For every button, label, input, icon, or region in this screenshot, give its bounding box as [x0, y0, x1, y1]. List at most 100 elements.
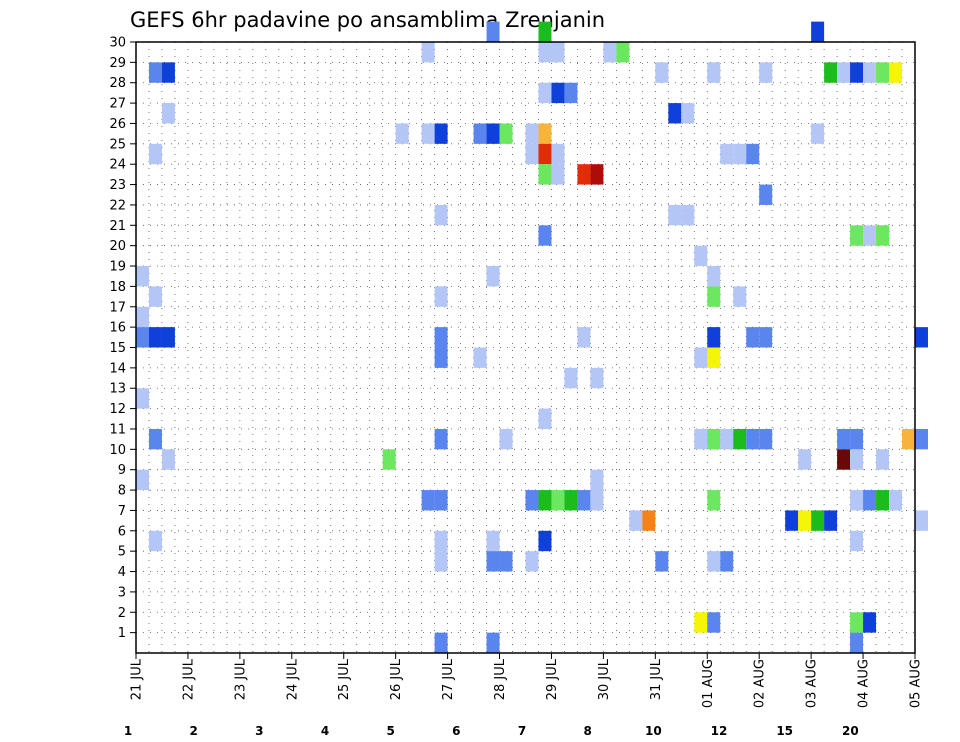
heatmap-cell — [733, 143, 747, 165]
x-tick-label: 26 JUL — [389, 658, 404, 700]
y-tick-label: 22 — [109, 198, 126, 213]
heatmap-cell — [434, 551, 448, 572]
heatmap-cell — [538, 42, 552, 63]
heatmap-cell — [668, 204, 682, 226]
x-tick-label: 27 JUL — [441, 658, 456, 700]
heatmap-cell — [707, 551, 721, 572]
heatmap-cell — [148, 428, 162, 450]
x-tick-label: 30 JUL — [597, 658, 612, 700]
heatmap-cell — [850, 632, 864, 653]
heatmap-cell — [473, 123, 487, 144]
heatmap-cell — [551, 82, 565, 104]
heatmap-cell — [876, 62, 890, 83]
heatmap-cell — [694, 347, 708, 368]
heatmap-cell — [136, 327, 149, 348]
heatmap-cell — [720, 143, 734, 165]
y-tick-label: 21 — [109, 219, 126, 234]
heatmap-cell — [694, 428, 708, 450]
heatmap-cell — [824, 510, 838, 531]
heatmap-cell — [694, 612, 708, 633]
heatmap-cell — [538, 143, 552, 165]
y-tick-label: 18 — [109, 280, 126, 295]
heatmap-cell — [161, 103, 175, 124]
heatmap-cell — [655, 62, 669, 83]
heatmap-cell — [902, 428, 915, 450]
heatmap-cell — [811, 510, 825, 531]
heatmap-cell — [538, 490, 552, 511]
y-tick-label: 14 — [109, 361, 126, 376]
y-tick-label: 5 — [118, 545, 126, 560]
heatmap-cell — [876, 225, 890, 246]
x-tick-label: 23 JUL — [233, 658, 248, 700]
heatmap-cell — [850, 449, 864, 470]
heatmap-cell — [421, 42, 435, 63]
heatmap-cell — [837, 449, 851, 470]
heatmap-cell — [707, 347, 721, 368]
heatmap-cell — [876, 490, 890, 511]
heatmap-cell — [694, 245, 708, 267]
heatmap-cell — [395, 123, 409, 144]
heatmap-cell — [148, 530, 162, 552]
legend-label: 5 — [386, 724, 394, 738]
heatmap-cell — [707, 612, 721, 633]
heatmap-cell — [421, 490, 435, 511]
heatmap-cell — [720, 551, 734, 572]
heatmap-cell — [642, 510, 656, 531]
heatmap-cell — [161, 449, 175, 470]
y-tick-label: 20 — [109, 239, 126, 254]
heatmap-cells — [136, 21, 928, 653]
heatmap-cell — [434, 123, 448, 144]
heatmap-cell — [148, 286, 162, 307]
heatmap-cell — [538, 123, 552, 144]
heatmap-cell — [434, 286, 448, 307]
x-tick-label: 05 AUG — [909, 659, 924, 708]
y-tick-label: 3 — [118, 585, 126, 600]
x-tick-label: 24 JUL — [285, 658, 300, 700]
y-tick-label: 26 — [109, 117, 126, 132]
legend-label: 10 — [645, 724, 662, 738]
heatmap-cell — [148, 143, 162, 165]
heatmap-cell — [681, 204, 695, 226]
legend-label: 6 — [452, 724, 460, 738]
heatmap-cell — [798, 449, 812, 470]
heatmap-cell — [863, 62, 877, 83]
y-tick-label: 9 — [118, 463, 126, 478]
y-axis: 1234567891011121314151617181920212223242… — [109, 36, 136, 641]
heatmap-cell — [136, 306, 149, 328]
legend-label: 2 — [189, 724, 197, 738]
heatmap-cell — [915, 428, 928, 450]
y-tick-label: 27 — [109, 97, 126, 112]
heatmap-cell — [811, 123, 825, 144]
y-tick-label: 10 — [109, 443, 126, 458]
heatmap-cell — [486, 632, 500, 653]
heatmap-cell — [590, 490, 604, 511]
heatmap-cell — [434, 530, 448, 552]
heatmap-cell — [746, 143, 760, 165]
heatmap-cell — [486, 21, 500, 42]
x-tick-label: 28 JUL — [493, 658, 508, 700]
heatmap-cell — [148, 327, 162, 348]
heatmap-cell — [486, 551, 500, 572]
heatmap-cell — [889, 490, 903, 511]
heatmap-cell — [564, 82, 578, 104]
heatmap-cell — [564, 367, 578, 389]
y-tick-label: 4 — [118, 565, 126, 580]
legend-label: 1 — [124, 724, 132, 738]
heatmap-cell — [785, 510, 799, 531]
x-tick-label: 21 JUL — [130, 658, 145, 700]
heatmap-cell — [434, 428, 448, 450]
heatmap-cell — [850, 490, 864, 511]
heatmap-cell — [681, 103, 695, 124]
heatmap-cell — [525, 490, 539, 511]
heatmap-cell — [551, 164, 565, 185]
heatmap-cell — [707, 327, 721, 348]
legend-label: 12 — [711, 724, 728, 738]
heatmap-cell — [525, 551, 539, 572]
heatmap-cell — [863, 612, 877, 633]
heatmap-cell — [577, 164, 591, 185]
x-tick-label: 04 AUG — [857, 659, 872, 708]
heatmap-cell — [915, 510, 928, 531]
heatmap-cell — [136, 388, 149, 409]
heatmap-cell — [850, 225, 864, 246]
